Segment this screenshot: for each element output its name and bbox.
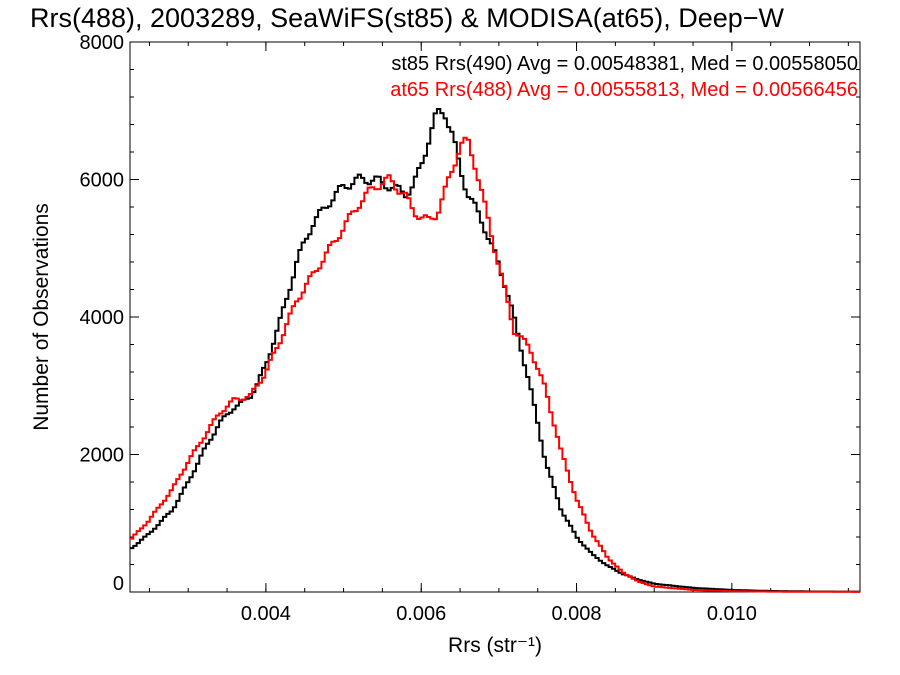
x-tick-label: 0.010 bbox=[707, 603, 757, 625]
plot-frame bbox=[129, 41, 861, 593]
x-axis: 0.004 0.006 0.008 0.010 bbox=[148, 42, 849, 625]
x-axis-label: Rrs (str⁻¹) bbox=[448, 634, 542, 657]
x-tick-label: 0.008 bbox=[552, 603, 602, 625]
x-tick-label: 0.006 bbox=[396, 603, 446, 625]
y-axis-label: Number of Observations bbox=[30, 203, 53, 431]
series-layer bbox=[130, 108, 861, 593]
chart-title: Rrs(488), 2003289, SeaWiFS(st85) & MODIS… bbox=[30, 3, 785, 33]
y-tick-label: 8000 bbox=[80, 32, 125, 54]
legend-entry-st85: st85 Rrs(490) Avg = 0.00548381, Med = 0.… bbox=[391, 53, 858, 75]
y-tick-label: 2000 bbox=[80, 445, 125, 467]
legend-entry-at65: at65 Rrs(488) Avg = 0.00555813, Med = 0.… bbox=[390, 79, 858, 101]
x-tick-label: 0.004 bbox=[241, 603, 291, 625]
y-axis: 0 2000 4000 6000 8000 bbox=[80, 32, 860, 595]
y-tick-label: 6000 bbox=[80, 170, 125, 192]
y-tick-label: 4000 bbox=[80, 307, 125, 329]
y-tick-label: 0 bbox=[113, 573, 124, 595]
series-line-at65 bbox=[130, 136, 860, 593]
series-line-st85 bbox=[130, 108, 861, 593]
